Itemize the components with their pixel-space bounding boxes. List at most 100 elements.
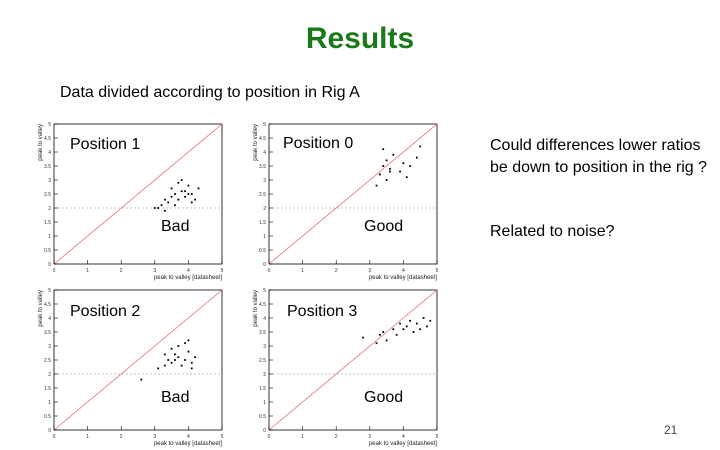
x-tick-label: 1	[86, 434, 89, 440]
y-tick-label: 0.5	[259, 414, 266, 420]
x-tick-label: 1	[301, 268, 304, 274]
reference-diagonal-line	[53, 289, 223, 431]
x-tick-label: 5	[436, 434, 439, 440]
reference-diagonal-line	[268, 123, 438, 265]
quality-label: Bad	[161, 218, 190, 236]
y-axis-title: peak to valley	[253, 124, 259, 161]
quality-label: Good	[364, 389, 404, 407]
data-point	[184, 359, 186, 361]
x-axis-title: peak to valley [datasheet]	[369, 441, 437, 447]
y-tick-label: 5	[48, 122, 51, 128]
panel-label: Position 3	[287, 303, 358, 321]
data-point	[405, 325, 408, 328]
y-tick-label: 3	[48, 344, 51, 350]
data-point	[180, 190, 183, 193]
x-tick-label: 3	[153, 434, 156, 440]
y-tick-label: 2	[48, 372, 51, 378]
scatter-panel-position-2: 0 0.5 1 1.5 2 2.5 3 3.5 4 4.5 5 0 1 2 3 4 5 peak to valle…	[30, 284, 230, 447]
data-point	[375, 342, 378, 345]
quality-label: Bad	[161, 389, 190, 407]
x-tick-label: 1	[301, 434, 304, 440]
y-tick-label: 0	[263, 428, 266, 434]
x-tick-label: 0	[53, 434, 56, 440]
reference-diagonal-line	[268, 289, 438, 431]
data-point	[177, 356, 180, 359]
y-tick-label: 3	[48, 178, 51, 184]
y-tick-label: 4	[48, 316, 51, 322]
data-point	[163, 198, 166, 201]
data-point	[389, 170, 391, 173]
data-point	[375, 184, 378, 187]
data-point	[382, 331, 385, 333]
y-tick-label: 1.5	[44, 386, 51, 392]
y-tick-label: 2	[263, 372, 266, 378]
data-point	[163, 209, 166, 212]
y-tick-label: 4.5	[259, 136, 266, 142]
y-tick-label: 0	[48, 428, 51, 434]
data-point	[167, 359, 170, 361]
note-noise-question: Related to noise?	[490, 223, 615, 240]
data-point	[177, 345, 180, 347]
quality-label: Good	[364, 218, 404, 236]
x-axis-title: peak to valley [datasheet]	[154, 275, 222, 281]
data-point	[429, 319, 432, 322]
data-point	[385, 179, 388, 181]
y-tick-label: 1.5	[259, 220, 266, 226]
data-point	[389, 167, 391, 170]
panel-label: Position 2	[70, 303, 141, 321]
y-tick-label: 5	[263, 288, 266, 294]
y-tick-label: 1	[263, 234, 266, 240]
data-point	[392, 328, 395, 331]
y-axis-title: peak to valley	[253, 290, 259, 327]
y-tick-label: 1	[48, 234, 51, 240]
x-tick-label: 4	[402, 434, 405, 440]
y-tick-label: 4	[263, 150, 266, 156]
y-tick-label: 4	[48, 150, 51, 156]
data-point	[174, 193, 176, 195]
scatter-panel-position-1: 0 0.5 1 1.5 2 2.5 3 3.5 4 4.5 5 0 1 2 3 4 5 peak to valle…	[30, 118, 230, 281]
data-point	[405, 176, 408, 179]
reference-diagonal-line	[53, 123, 223, 265]
y-tick-label: 2.5	[44, 358, 51, 364]
x-tick-label: 2	[120, 268, 123, 274]
x-tick-label: 0	[268, 268, 271, 274]
data-point	[160, 204, 163, 207]
y-tick-label: 2	[48, 206, 51, 212]
data-point	[184, 342, 186, 345]
data-point	[419, 145, 422, 148]
y-tick-label: 2.5	[259, 358, 266, 364]
x-tick-label: 3	[153, 268, 156, 274]
data-point	[402, 162, 405, 165]
x-tick-label: 1	[86, 268, 89, 274]
y-tick-label: 3.5	[259, 330, 266, 336]
panel-label: Position 0	[283, 135, 354, 153]
y-tick-label: 2.5	[259, 192, 266, 198]
y-tick-label: 3	[263, 344, 266, 350]
data-point	[378, 333, 381, 336]
y-tick-label: 1	[263, 400, 266, 406]
x-tick-label: 2	[335, 434, 338, 440]
data-point	[167, 201, 170, 204]
data-point	[184, 190, 186, 193]
data-point	[163, 353, 166, 356]
data-point	[187, 193, 190, 195]
y-tick-label: 1	[48, 400, 51, 406]
data-point	[419, 328, 422, 331]
x-tick-label: 0	[268, 434, 271, 440]
slide-subtitle: Data divided according to position in Ri…	[60, 84, 360, 101]
y-tick-label: 0.5	[44, 248, 51, 254]
data-point	[163, 364, 166, 367]
data-point	[426, 325, 428, 328]
data-point	[409, 165, 412, 167]
data-point	[174, 353, 176, 356]
data-point	[382, 165, 385, 167]
data-point	[187, 350, 190, 353]
y-tick-label: 1.5	[44, 220, 51, 226]
y-tick-label: 3	[263, 178, 266, 184]
data-point	[184, 195, 186, 198]
x-tick-label: 5	[221, 268, 224, 274]
note-position-question: Could differences lower ratios be down t…	[490, 137, 708, 176]
data-point	[194, 356, 197, 359]
data-point	[190, 193, 193, 195]
y-tick-label: 0	[48, 262, 51, 268]
